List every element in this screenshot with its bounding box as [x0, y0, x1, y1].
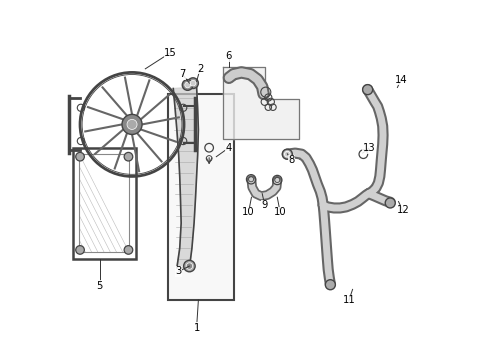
Circle shape [186, 263, 193, 269]
Polygon shape [173, 87, 198, 268]
Text: 2: 2 [197, 64, 203, 74]
Circle shape [188, 78, 198, 89]
Circle shape [184, 260, 195, 272]
Text: 1: 1 [194, 323, 200, 333]
Circle shape [182, 80, 193, 90]
Circle shape [363, 85, 373, 95]
Text: 11: 11 [343, 295, 355, 305]
Text: 5: 5 [97, 281, 103, 291]
Polygon shape [223, 67, 299, 139]
Text: 14: 14 [394, 75, 407, 85]
Circle shape [124, 246, 133, 254]
Circle shape [127, 120, 137, 130]
Text: 6: 6 [226, 51, 232, 61]
Text: 15: 15 [164, 48, 177, 58]
Text: 13: 13 [363, 143, 375, 153]
Circle shape [385, 198, 395, 208]
Circle shape [190, 80, 196, 86]
Text: 12: 12 [396, 206, 409, 216]
Circle shape [185, 82, 191, 88]
Text: 10: 10 [274, 207, 287, 217]
Bar [168, 94, 234, 300]
Text: 10: 10 [242, 207, 255, 217]
Bar [79, 154, 129, 252]
Bar [73, 148, 136, 259]
Circle shape [76, 152, 84, 161]
Text: 9: 9 [262, 200, 268, 210]
Text: 8: 8 [289, 155, 295, 165]
Text: 4: 4 [226, 143, 232, 153]
Circle shape [282, 149, 293, 159]
Circle shape [285, 151, 290, 157]
Circle shape [325, 280, 335, 290]
Circle shape [76, 246, 84, 254]
Circle shape [122, 114, 142, 134]
Circle shape [124, 152, 133, 161]
Text: 7: 7 [179, 69, 185, 79]
Text: 3: 3 [175, 266, 182, 276]
